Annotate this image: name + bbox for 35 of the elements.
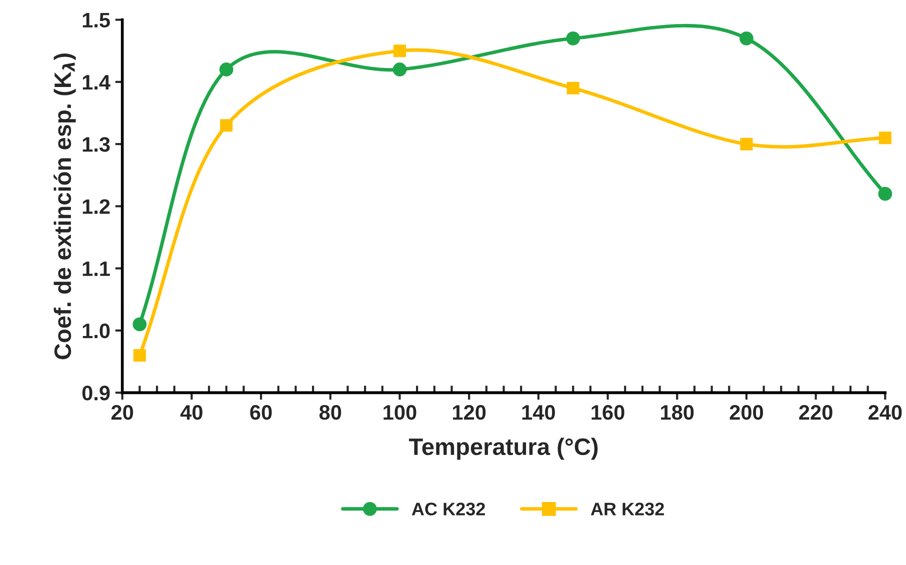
x-tick-label: 120 <box>452 405 486 420</box>
point <box>219 62 234 76</box>
point <box>132 317 147 332</box>
y-tick-label: 0.9 <box>82 386 110 400</box>
point <box>878 186 892 201</box>
x-tick-label: 20 <box>111 405 134 420</box>
x-tick-label: 160 <box>592 405 624 420</box>
y-tick-label: 1.4 <box>82 75 110 90</box>
point <box>566 82 580 94</box>
point <box>133 349 146 362</box>
x-tick-label: 200 <box>730 405 763 420</box>
y-tick-label: 1.5 <box>82 12 110 28</box>
point <box>392 62 407 76</box>
x-tick-label: 80 <box>319 405 342 420</box>
legend-label: AR K232 <box>590 502 664 516</box>
y-tick-label: 1.3 <box>82 137 110 152</box>
x-tick-label: 180 <box>661 405 694 420</box>
x-tick-label: 140 <box>522 405 555 420</box>
x-tick-label: 220 <box>799 405 832 420</box>
point <box>878 132 892 144</box>
x-tick-label: 240 <box>868 405 902 420</box>
point <box>393 44 406 58</box>
y-axis-title: Coef. de extinción esp. (K$_{λ}$) <box>54 54 76 360</box>
x-tick-label: 60 <box>250 405 272 420</box>
y-tick-label: 1.1 <box>82 262 110 276</box>
x-axis-title: Temperatura (°C) <box>408 438 598 460</box>
x-tick-label: 40 <box>180 405 202 420</box>
point <box>740 31 754 46</box>
point <box>740 138 753 150</box>
point <box>220 119 233 132</box>
y-tick-label: 1.2 <box>82 199 110 214</box>
y-tick-label: 1.0 <box>82 324 110 338</box>
legend-label: AC K232 <box>412 502 485 516</box>
point <box>566 31 580 46</box>
x-tick-label: 100 <box>384 405 416 420</box>
